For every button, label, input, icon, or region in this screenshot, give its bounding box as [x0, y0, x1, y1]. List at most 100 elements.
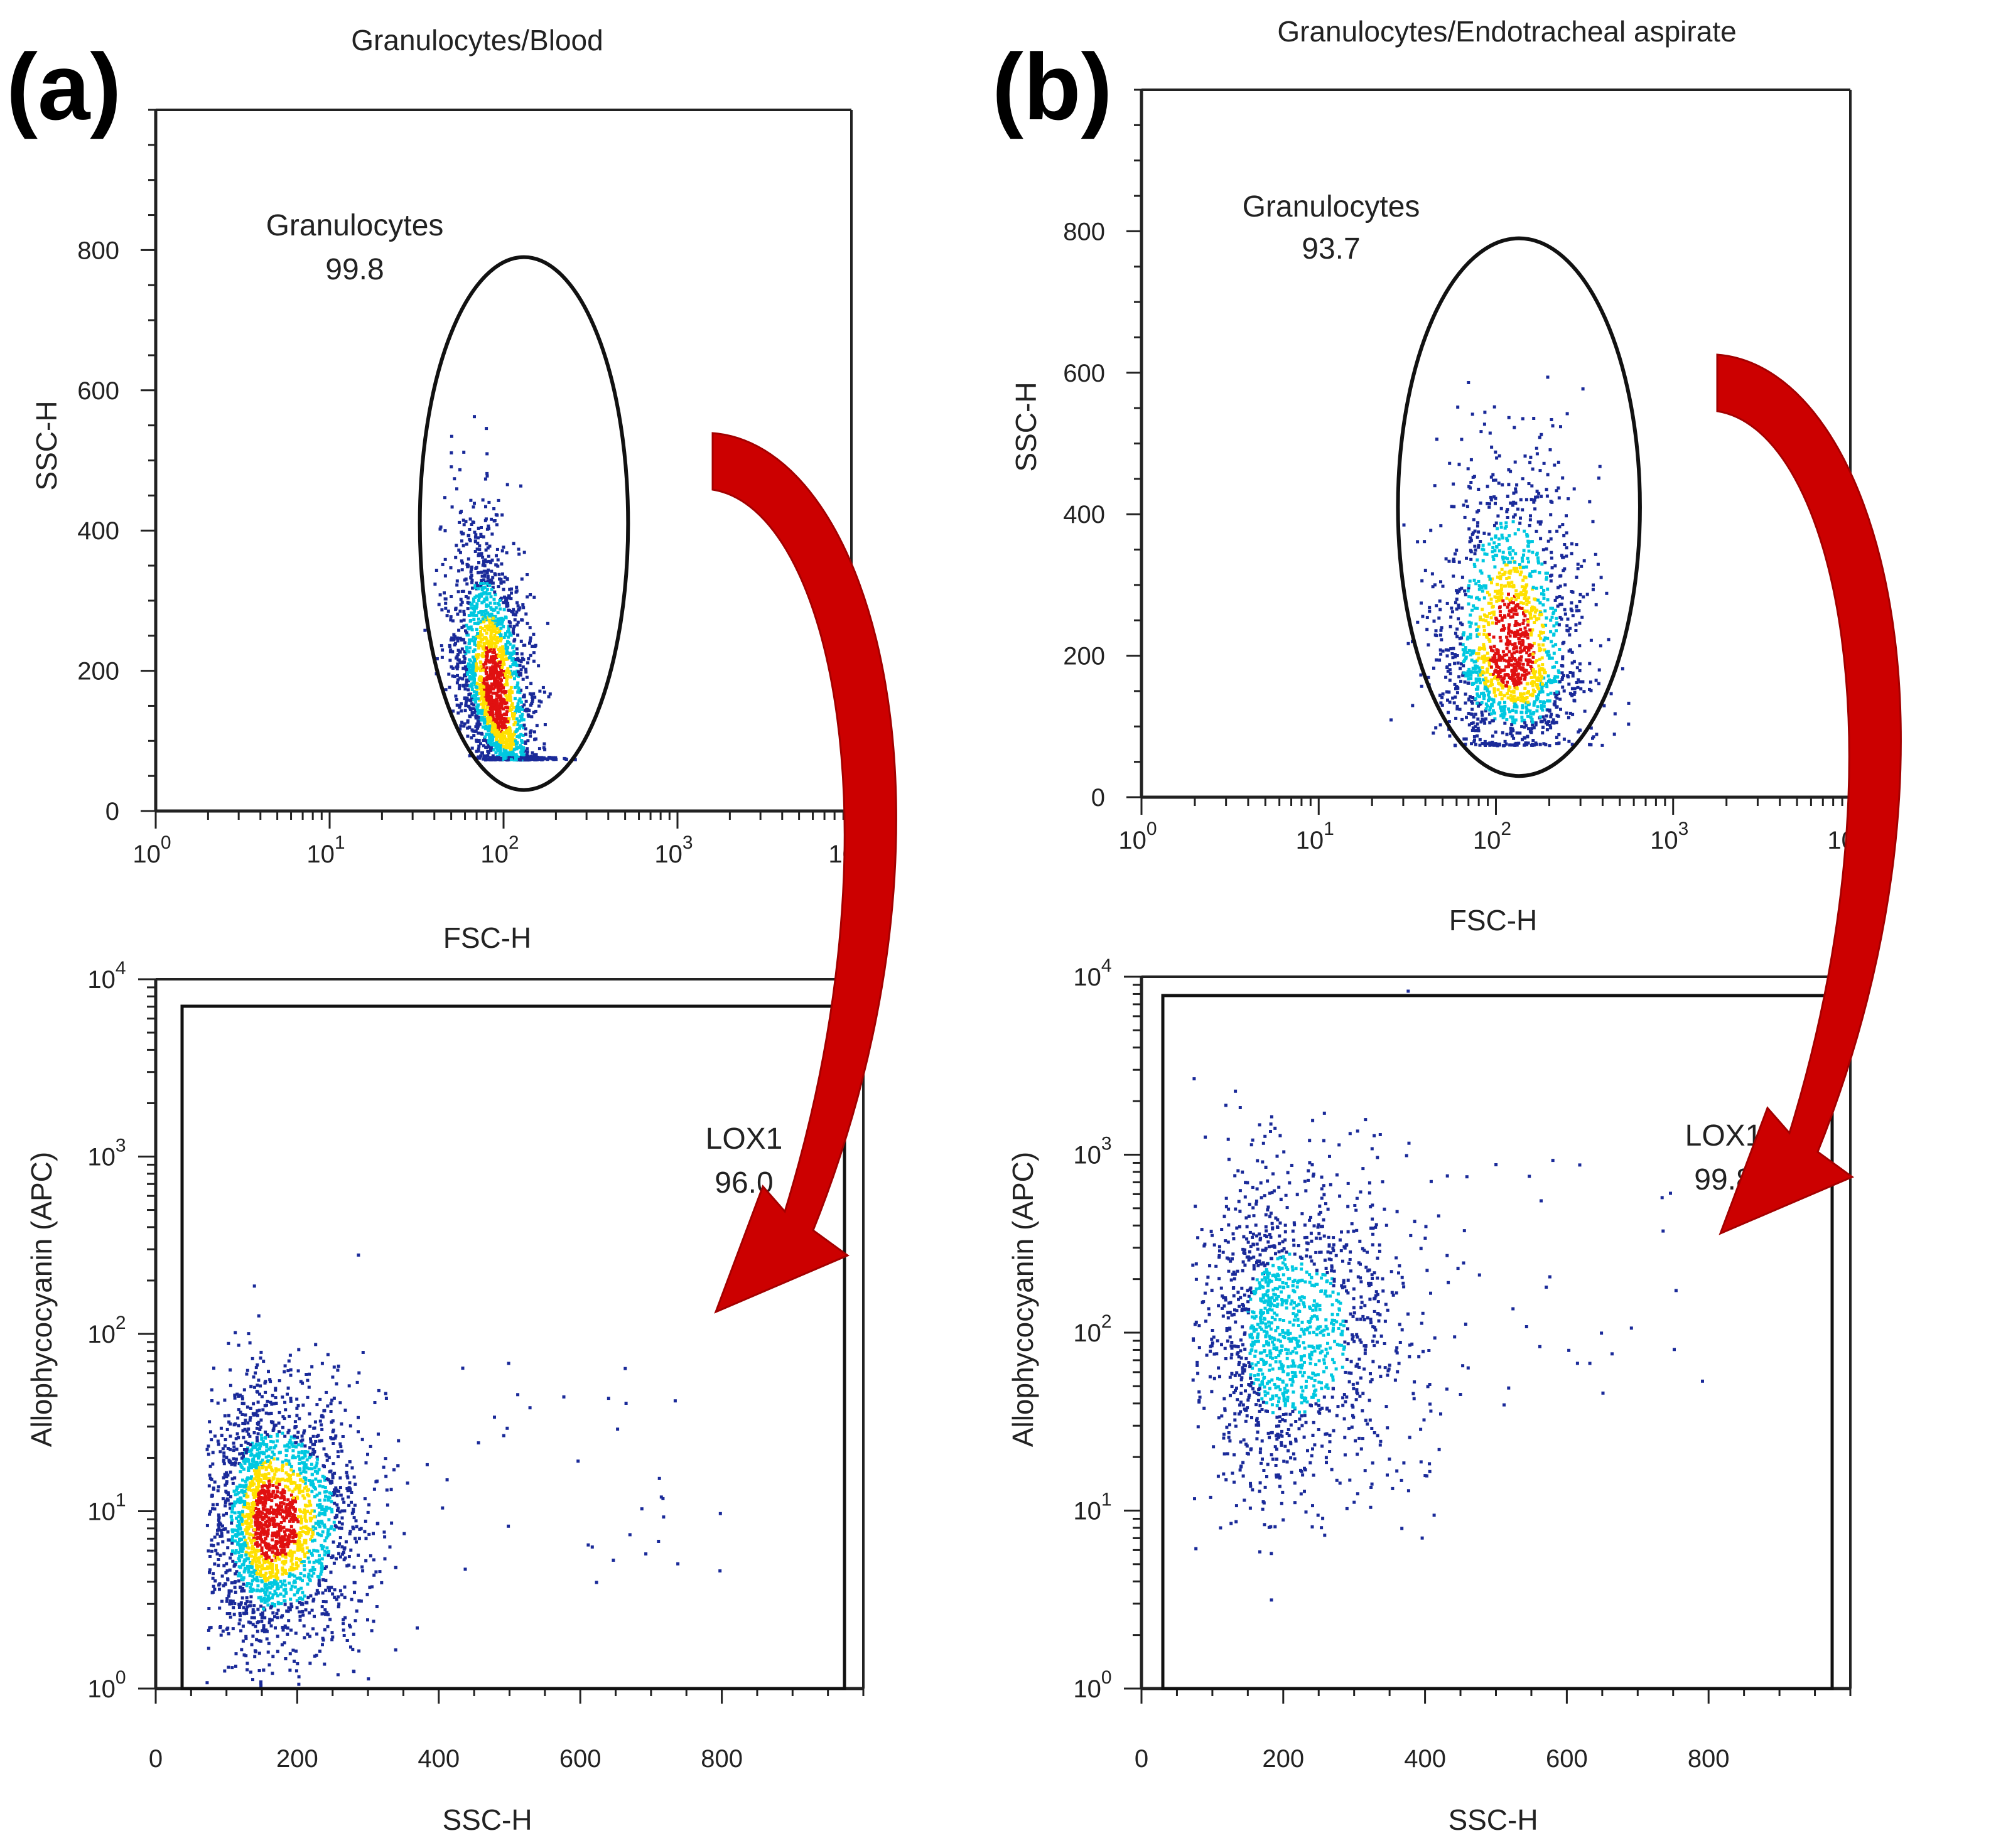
a-bottom-event	[237, 1574, 240, 1577]
a-top-event	[487, 696, 490, 699]
a-top-event	[477, 740, 480, 743]
a-bottom-event	[282, 1495, 286, 1498]
a-bottom-event	[252, 1496, 256, 1499]
a-bottom-event	[245, 1372, 249, 1376]
panel-label-a: (a)	[6, 34, 121, 139]
a-bottom-event	[269, 1461, 272, 1465]
a-bottom-event	[332, 1442, 335, 1445]
a-top-event	[498, 740, 502, 743]
a-bottom-event	[306, 1395, 310, 1399]
a-top-event	[450, 595, 453, 598]
a-bottom-event	[306, 1582, 310, 1586]
a-top-event	[495, 697, 499, 701]
a-bottom-event	[644, 1552, 648, 1555]
panel-label-b: (b)	[992, 34, 1113, 139]
a-bottom-event	[288, 1463, 291, 1466]
a-top-event	[471, 698, 475, 702]
a-bottom-event	[275, 1564, 278, 1567]
a-bottom-event	[244, 1419, 247, 1422]
a-bottom-event	[318, 1419, 322, 1423]
a-bottom-event	[288, 1549, 292, 1553]
a-top-event	[482, 619, 486, 623]
a-bottom-event	[251, 1463, 254, 1466]
a-bottom-event	[223, 1473, 227, 1476]
a-bottom-event	[237, 1603, 241, 1606]
a-top-event	[468, 528, 472, 531]
a-bottom-event	[313, 1495, 316, 1498]
a-top-event	[500, 562, 504, 566]
a-bottom-event	[330, 1399, 334, 1402]
a-top-event	[473, 586, 477, 589]
a-top-event	[505, 671, 509, 675]
a-bottom-event	[288, 1652, 292, 1656]
a-bottom-event	[256, 1513, 259, 1517]
a-bottom-event	[217, 1564, 220, 1567]
a-top-event	[487, 524, 490, 528]
a-bottom-event	[254, 1444, 257, 1448]
a-top-event	[499, 749, 502, 753]
a-bottom-event	[252, 1537, 256, 1540]
a-bottom-event	[222, 1552, 226, 1555]
a-bottom-event	[230, 1552, 234, 1556]
a-top-event	[496, 617, 500, 621]
a-bottom-event	[281, 1572, 284, 1576]
a-bottom-event	[320, 1439, 323, 1442]
a-bottom-event	[242, 1611, 246, 1615]
a-bottom-event	[323, 1608, 327, 1612]
a-bottom-event	[255, 1499, 258, 1503]
b-top-ytick-label: 200	[1063, 643, 1105, 670]
a-top-event	[498, 599, 502, 602]
a-top-event	[494, 667, 498, 670]
a-top-event	[490, 729, 494, 733]
a-bottom-event	[332, 1561, 336, 1565]
a-bottom-event	[350, 1512, 354, 1515]
a-top-event	[456, 648, 460, 652]
a-bottom-event	[338, 1589, 342, 1593]
a-bottom-event	[333, 1588, 337, 1592]
a-bottom-event	[265, 1519, 269, 1523]
a-bottom-event	[339, 1493, 343, 1497]
a-bottom-event	[335, 1382, 338, 1386]
a-bottom-event	[251, 1678, 254, 1682]
a-bottom-event	[357, 1430, 360, 1434]
a-bottom-event	[230, 1581, 234, 1585]
a-bottom-event	[347, 1563, 351, 1567]
a-top-event	[512, 748, 516, 751]
a-bottom-event	[250, 1466, 253, 1469]
a-top-event	[480, 751, 483, 755]
a-bottom-event	[208, 1420, 212, 1424]
a-bottom-event	[224, 1483, 227, 1487]
a-bottom-event	[237, 1520, 240, 1523]
a-bottom-event	[219, 1534, 222, 1538]
a-top-event	[471, 520, 475, 524]
a-bottom-event	[234, 1331, 237, 1335]
a-top-event	[554, 758, 558, 761]
a-bottom-event	[274, 1509, 278, 1512]
a-bottom-event	[320, 1570, 323, 1574]
a-top-event	[502, 721, 505, 724]
a-bottom-event	[289, 1598, 293, 1601]
a-top-event	[532, 753, 536, 756]
a-top-event	[505, 483, 509, 486]
a-bottom-event	[228, 1502, 232, 1506]
a-bottom-event	[397, 1439, 401, 1442]
a-top-event	[474, 665, 478, 669]
a-bottom-event	[295, 1606, 299, 1609]
a-top-event	[492, 507, 496, 510]
a-top-event	[476, 711, 480, 715]
a-top-event	[477, 611, 481, 615]
a-top-event	[464, 629, 467, 633]
a-top-event	[515, 663, 519, 667]
a-bottom-event	[297, 1682, 301, 1686]
a-bottom-event	[283, 1444, 287, 1448]
a-bottom-event	[256, 1518, 260, 1522]
a-bottom-event	[286, 1473, 290, 1476]
a-bottom-event	[281, 1626, 284, 1629]
a-top-event	[467, 650, 471, 653]
a-top-event	[548, 692, 552, 696]
a-top-event	[483, 628, 487, 632]
a-bottom-event	[303, 1515, 307, 1518]
a-bottom-event	[272, 1402, 276, 1405]
a-top-event	[488, 758, 492, 761]
a-bottom-event	[275, 1512, 279, 1516]
